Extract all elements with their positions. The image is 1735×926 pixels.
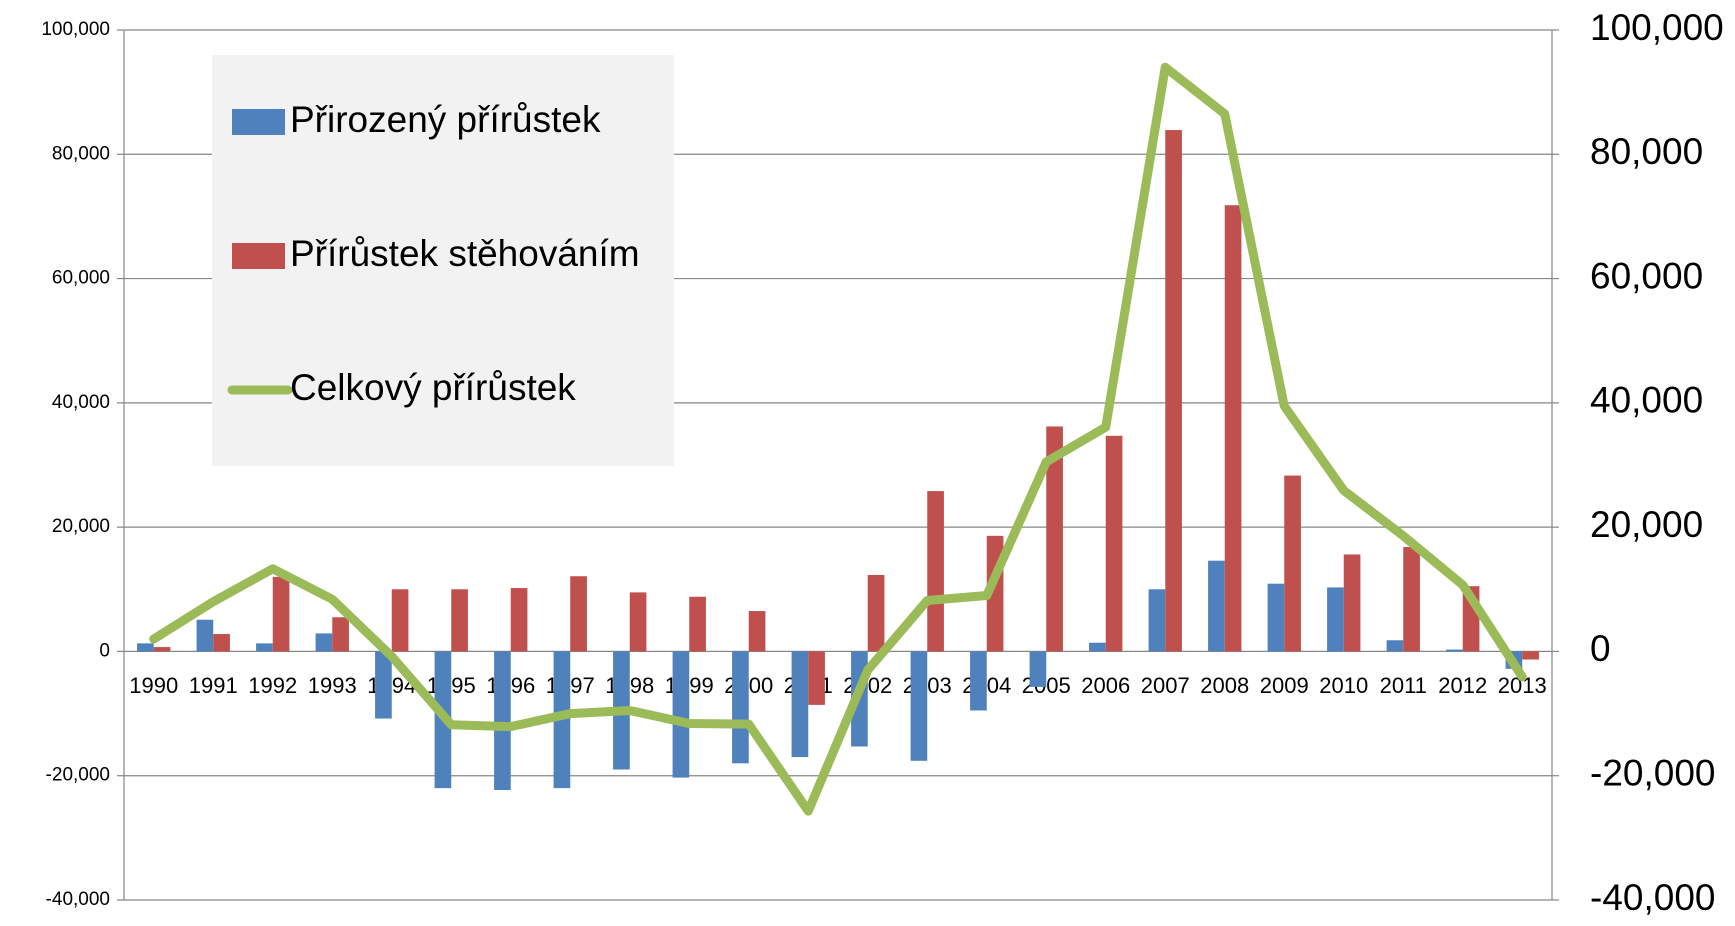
x-tick-label: 2006 — [1081, 673, 1130, 698]
bar — [791, 651, 809, 758]
y2-tick-label: 40,000 — [1590, 380, 1703, 421]
y2-tick-label: 80,000 — [1590, 131, 1703, 172]
bar — [970, 651, 987, 711]
bar — [213, 634, 230, 652]
x-tick-label: 2007 — [1141, 673, 1190, 698]
legend-swatch — [232, 243, 285, 269]
x-tick-label: 2010 — [1319, 673, 1368, 698]
legend-box — [212, 55, 674, 466]
bar — [332, 617, 349, 652]
bar — [1148, 589, 1166, 652]
bar — [910, 651, 928, 761]
bar — [1403, 547, 1420, 652]
bar — [375, 651, 392, 719]
bar — [1284, 475, 1301, 652]
bar — [256, 643, 273, 652]
x-tick-label: 1992 — [248, 673, 297, 698]
bar — [196, 619, 214, 652]
bar — [494, 651, 511, 791]
bar — [629, 592, 647, 652]
legend-label: Přírůstek stěhováním — [290, 233, 640, 274]
bar — [1343, 554, 1361, 652]
legend-label: Celkový přírůstek — [290, 367, 576, 408]
bar — [137, 643, 154, 652]
bar — [1327, 587, 1344, 652]
y-tick-label: 100,000 — [41, 19, 110, 40]
bar — [1224, 205, 1242, 652]
bar — [748, 611, 766, 652]
bar — [732, 651, 749, 764]
bar — [1029, 651, 1047, 687]
bar — [1089, 642, 1106, 652]
bar — [1208, 560, 1225, 652]
y2-tick-label: -40,000 — [1590, 877, 1716, 918]
bar — [808, 651, 825, 705]
bar — [391, 589, 409, 652]
y-tick-label: 80,000 — [52, 143, 110, 164]
y2-tick-label: 20,000 — [1590, 504, 1703, 545]
x-tick-label: 2008 — [1200, 673, 1249, 698]
bar — [272, 576, 290, 652]
line-series — [149, 62, 1527, 816]
bar — [689, 596, 706, 652]
bar — [1446, 649, 1463, 652]
y2-tick-label: 100,000 — [1590, 7, 1724, 48]
x-tick-label: 1993 — [308, 673, 357, 698]
y-tick-label: 0 — [99, 640, 110, 661]
legend-swatch — [232, 109, 285, 135]
y-tick-label: -40,000 — [46, 889, 110, 910]
y-tick-label: -20,000 — [46, 765, 110, 786]
bar — [1165, 130, 1182, 652]
bar — [451, 589, 468, 652]
x-tick-label: 2011 — [1380, 673, 1427, 698]
bar — [1522, 651, 1539, 660]
x-tick-label: 2009 — [1260, 673, 1309, 698]
bar — [315, 633, 333, 652]
x-tick-label: 1990 — [129, 673, 178, 698]
y2-tick-label: 0 — [1590, 628, 1611, 669]
bar — [1046, 426, 1063, 652]
y-tick-label: 20,000 — [52, 516, 110, 537]
bar — [570, 576, 587, 652]
bar — [672, 651, 690, 778]
y-tick-label: 60,000 — [52, 268, 110, 289]
y-tick-label: 40,000 — [52, 392, 110, 413]
bar — [1386, 640, 1404, 652]
bar — [867, 574, 885, 652]
y2-tick-label: -20,000 — [1590, 752, 1716, 793]
bar — [1267, 583, 1285, 652]
y2-tick-label: 60,000 — [1590, 255, 1703, 296]
legend-label: Přirozený přírůstek — [290, 99, 601, 140]
bar — [927, 491, 944, 652]
bar — [1105, 435, 1123, 652]
x-tick-label: 1991 — [189, 673, 238, 698]
bar — [153, 647, 171, 652]
bar — [510, 588, 528, 652]
legend: Přirozený přírůstek Přírůstek stěhováním C… — [212, 55, 674, 466]
x-tick-label: 2012 — [1438, 673, 1487, 698]
